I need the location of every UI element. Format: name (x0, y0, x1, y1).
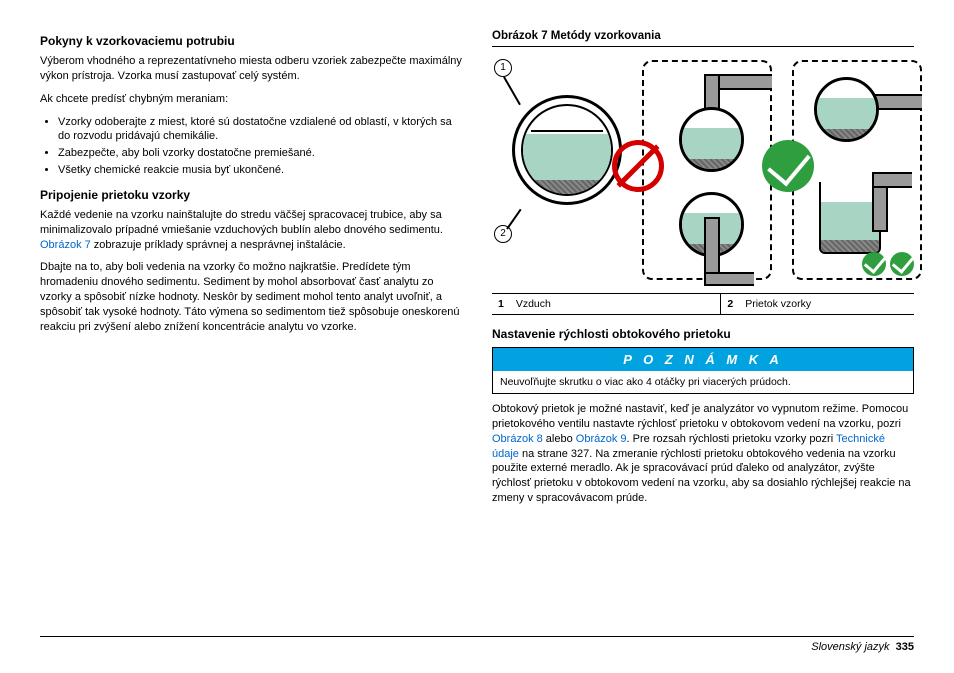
check-icon-large (762, 140, 814, 192)
prohibit-icon (612, 140, 664, 192)
check-icon (862, 252, 886, 276)
legend-num: 2 (721, 294, 739, 315)
legend-text: Prietok vzorky (739, 294, 914, 315)
para-bypass: Obtokový prietok je možné nastaviť, keď … (492, 402, 914, 506)
callout-line (503, 77, 521, 106)
notice-title: P O Z N Á M K A (493, 348, 913, 371)
callout-1: 1 (494, 59, 512, 77)
left-column: Pokyny k vzorkovaciemu potrubiu Výberom … (40, 30, 462, 625)
para-avoid-errors: Ak chcete predísť chybným meraniam: (40, 92, 462, 107)
check-icon (890, 252, 914, 276)
pipe-wrong-bottom-v (704, 217, 720, 277)
legend-num: 1 (492, 294, 510, 315)
callout-2: 2 (494, 225, 512, 243)
page-columns: Pokyny k vzorkovaciemu potrubiu Výberom … (40, 30, 914, 625)
pipe-ok-bottom-h (872, 172, 912, 188)
text: alebo (543, 433, 576, 445)
callout-line (506, 209, 521, 230)
page-number: 335 (896, 641, 914, 653)
beaker-ok-top (814, 77, 879, 142)
notice-box: P O Z N Á M K A Neuvoľňujte skrutku o vi… (492, 347, 914, 394)
para-short-lines: Dbajte na to, aby boli vedenia na vzorky… (40, 260, 462, 334)
link-fig8[interactable]: Obrázok 8 (492, 433, 543, 445)
text: Každé vedenie na vzorku nainštalujte do … (40, 209, 443, 236)
heading-connect-flow: Pripojenie prietoku vzorky (40, 188, 462, 202)
bullet-list: Vzorky odoberajte z miest, ktoré sú dost… (40, 115, 462, 178)
legend-text: Vzduch (510, 294, 721, 315)
notice-body: Neuvoľňujte skrutku o viac ako 4 otáčky … (493, 371, 913, 393)
bullet-item: Vzorky odoberajte z miest, ktoré sú dost… (58, 115, 462, 145)
link-fig9[interactable]: Obrázok 9 (576, 433, 627, 445)
footer-language: Slovenský jazyk (811, 641, 889, 653)
pipe-cross-section (512, 95, 622, 205)
para-intro: Výberom vhodného a reprezentatívneho mie… (40, 54, 462, 84)
bullet-item: Všetky chemické reakcie musia byť ukonče… (58, 163, 462, 178)
text: zobrazuje príklady správnej a nesprávnej… (91, 239, 346, 251)
figure-legend: 1 Vzduch 2 Prietok vzorky (492, 293, 914, 315)
text: Obtokový prietok je možné nastaviť, keď … (492, 403, 908, 430)
beaker-wrong-top (679, 107, 744, 172)
bullet-item: Zabezpečte, aby boli vzorky dostatočne p… (58, 146, 462, 161)
figure-caption: Obrázok 7 Metódy vzorkovania (492, 30, 914, 47)
link-fig7[interactable]: Obrázok 7 (40, 239, 91, 251)
pipe-wrong-top (717, 74, 772, 90)
heading-bypass-flow: Nastavenie rýchlosti obtokového prietoku (492, 327, 914, 341)
pipe-wrong-bottom-h (704, 272, 754, 286)
heading-sampling-tubing: Pokyny k vzorkovaciemu potrubiu (40, 34, 462, 48)
page-footer: Slovenský jazyk 335 (40, 636, 914, 653)
right-column: Obrázok 7 Metódy vzorkovania 1 2 (492, 30, 914, 625)
para-install: Každé vedenie na vzorku nainštalujte do … (40, 208, 462, 253)
text: na strane 327. Na zmeranie rýchlosti pri… (492, 448, 911, 505)
text: . Pre rozsah rýchlosti prietoku vzorky p… (627, 433, 836, 445)
figure-7: 1 2 (492, 55, 914, 285)
